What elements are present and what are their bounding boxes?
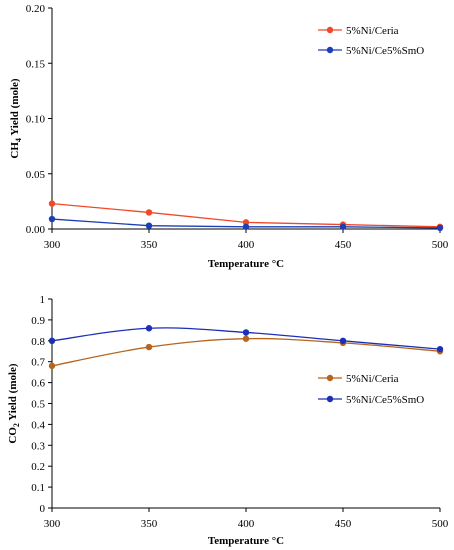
y-tick-label: 0.10 bbox=[26, 114, 46, 126]
data-point bbox=[48, 362, 56, 370]
x-tick-label: 400 bbox=[238, 239, 255, 251]
x-axis-label: Temperature °C bbox=[208, 535, 284, 547]
x-tick-label: 500 bbox=[432, 518, 449, 530]
data-point bbox=[145, 343, 153, 351]
legend-label: 5%Ni/Ceria bbox=[346, 373, 399, 385]
y-tick-label: 0.15 bbox=[26, 58, 46, 70]
legend-marker bbox=[326, 374, 334, 382]
y-tick-label: 0.1 bbox=[31, 482, 45, 494]
y-tick-label: 0.5 bbox=[31, 399, 45, 411]
x-tick-label: 450 bbox=[335, 518, 352, 530]
y-tick-label: 0.7 bbox=[31, 357, 45, 369]
data-point bbox=[48, 337, 56, 344]
data-point bbox=[339, 337, 347, 344]
legend-label: 5%Ni/Ceria bbox=[346, 25, 399, 37]
x-tick-label: 500 bbox=[432, 239, 449, 251]
legend-marker bbox=[326, 46, 334, 54]
data-point bbox=[145, 222, 153, 229]
legend-label: 5%Ni/Ce5%SmO bbox=[346, 45, 424, 57]
data-point bbox=[145, 209, 153, 216]
data-point bbox=[48, 215, 56, 223]
y-tick-label: 0.00 bbox=[26, 224, 46, 236]
series-line bbox=[51, 337, 441, 367]
chart-1: 0.00 0.05 0.10 0.15 0.20 300 350 400 450 500 Tempe… bbox=[9, 3, 449, 270]
x-tick-label: 400 bbox=[238, 518, 255, 530]
x-axis-label: Temperature °C bbox=[208, 258, 284, 270]
x-tick-label: 450 bbox=[335, 239, 352, 251]
y-tick-label: 0.20 bbox=[26, 3, 46, 15]
y-tick-label: 0 bbox=[40, 503, 46, 515]
data-point bbox=[242, 223, 250, 230]
y-tick-label: 0.2 bbox=[31, 461, 45, 473]
y-tick-label: 0.9 bbox=[31, 315, 45, 327]
data-point bbox=[145, 325, 153, 332]
data-point bbox=[436, 224, 444, 232]
y-tick-label: 0.8 bbox=[31, 336, 45, 348]
legend-marker bbox=[326, 395, 334, 403]
y-tick-label: 0.05 bbox=[26, 169, 46, 181]
y-tick-label: 0.4 bbox=[31, 419, 45, 431]
data-point bbox=[436, 345, 444, 353]
data-point bbox=[242, 329, 250, 336]
data-point bbox=[242, 335, 250, 342]
legend-marker bbox=[326, 26, 334, 34]
x-tick-label: 350 bbox=[141, 239, 158, 251]
data-point bbox=[48, 200, 56, 207]
y-axis-label: CO2 Yield (mole) bbox=[7, 363, 21, 444]
y-tick-label: 0.6 bbox=[31, 378, 45, 390]
x-tick-label: 300 bbox=[44, 239, 61, 251]
y-tick-label: 1 bbox=[40, 294, 46, 306]
y-tick-label: 0.3 bbox=[31, 440, 45, 452]
x-tick-label: 350 bbox=[141, 518, 158, 530]
legend-label: 5%Ni/Ce5%SmO bbox=[346, 394, 424, 406]
data-point bbox=[339, 223, 347, 230]
data-point bbox=[242, 219, 250, 226]
x-tick-label: 300 bbox=[44, 518, 61, 530]
y-axis-label: CH4 Yield (mole) bbox=[9, 78, 23, 159]
chart-2: 0 0.1 0.2 0.3 0.4 0.5 0.6 0.7 0.8 0.9 1 300 350 400 45… bbox=[7, 294, 449, 547]
